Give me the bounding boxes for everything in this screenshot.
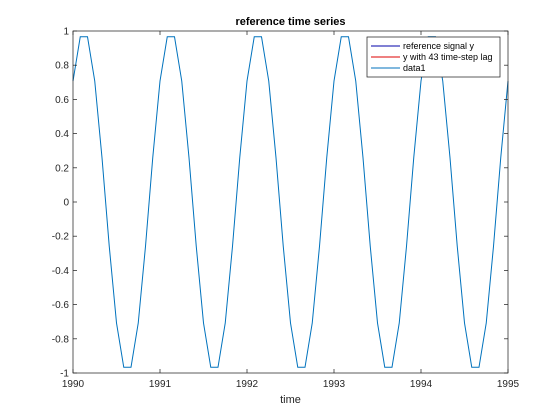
chart-title: reference time series — [235, 16, 345, 28]
plot-area — [73, 31, 508, 373]
y-tick-label: -1 — [60, 369, 69, 380]
y-tick-label: -0.6 — [52, 300, 70, 311]
legend: reference signal yy with 43 time-step la… — [366, 36, 501, 78]
x-tick-label: 1991 — [149, 379, 172, 390]
x-axis-label: time — [280, 394, 301, 406]
y-axis: -1 -0.8 -0.6 -0.4 -0.2 0 0.2 0.4 0.6 0.8 1 — [52, 27, 508, 380]
x-tick-label: 1994 — [410, 379, 433, 390]
x-tick-label: 1993 — [323, 379, 346, 390]
x-tick-label: 1995 — [497, 379, 520, 390]
legend-entry-label: reference signal y — [403, 41, 475, 51]
x-axis: 1990 1991 1992 1993 1994 1995 — [62, 31, 520, 390]
legend-entry-label: data1 — [403, 63, 426, 73]
y-tick-label: -0.8 — [52, 334, 70, 345]
y-tick-label: 0 — [63, 198, 69, 209]
y-tick-label: -0.4 — [52, 266, 70, 277]
y-tick-label: 0.6 — [55, 95, 69, 106]
x-tick-label: 1990 — [62, 379, 85, 390]
y-tick-label: -0.2 — [52, 232, 70, 243]
x-tick-label: 1992 — [236, 379, 259, 390]
y-tick-label: 0.8 — [55, 61, 69, 72]
y-tick-label: 1 — [63, 27, 69, 38]
y-tick-label: 0.4 — [55, 129, 69, 140]
legend-entries: reference signal yy with 43 time-step la… — [371, 41, 493, 73]
legend-entry-label: y with 43 time-step lag — [403, 52, 493, 62]
y-tick-label: 0.2 — [55, 163, 69, 174]
